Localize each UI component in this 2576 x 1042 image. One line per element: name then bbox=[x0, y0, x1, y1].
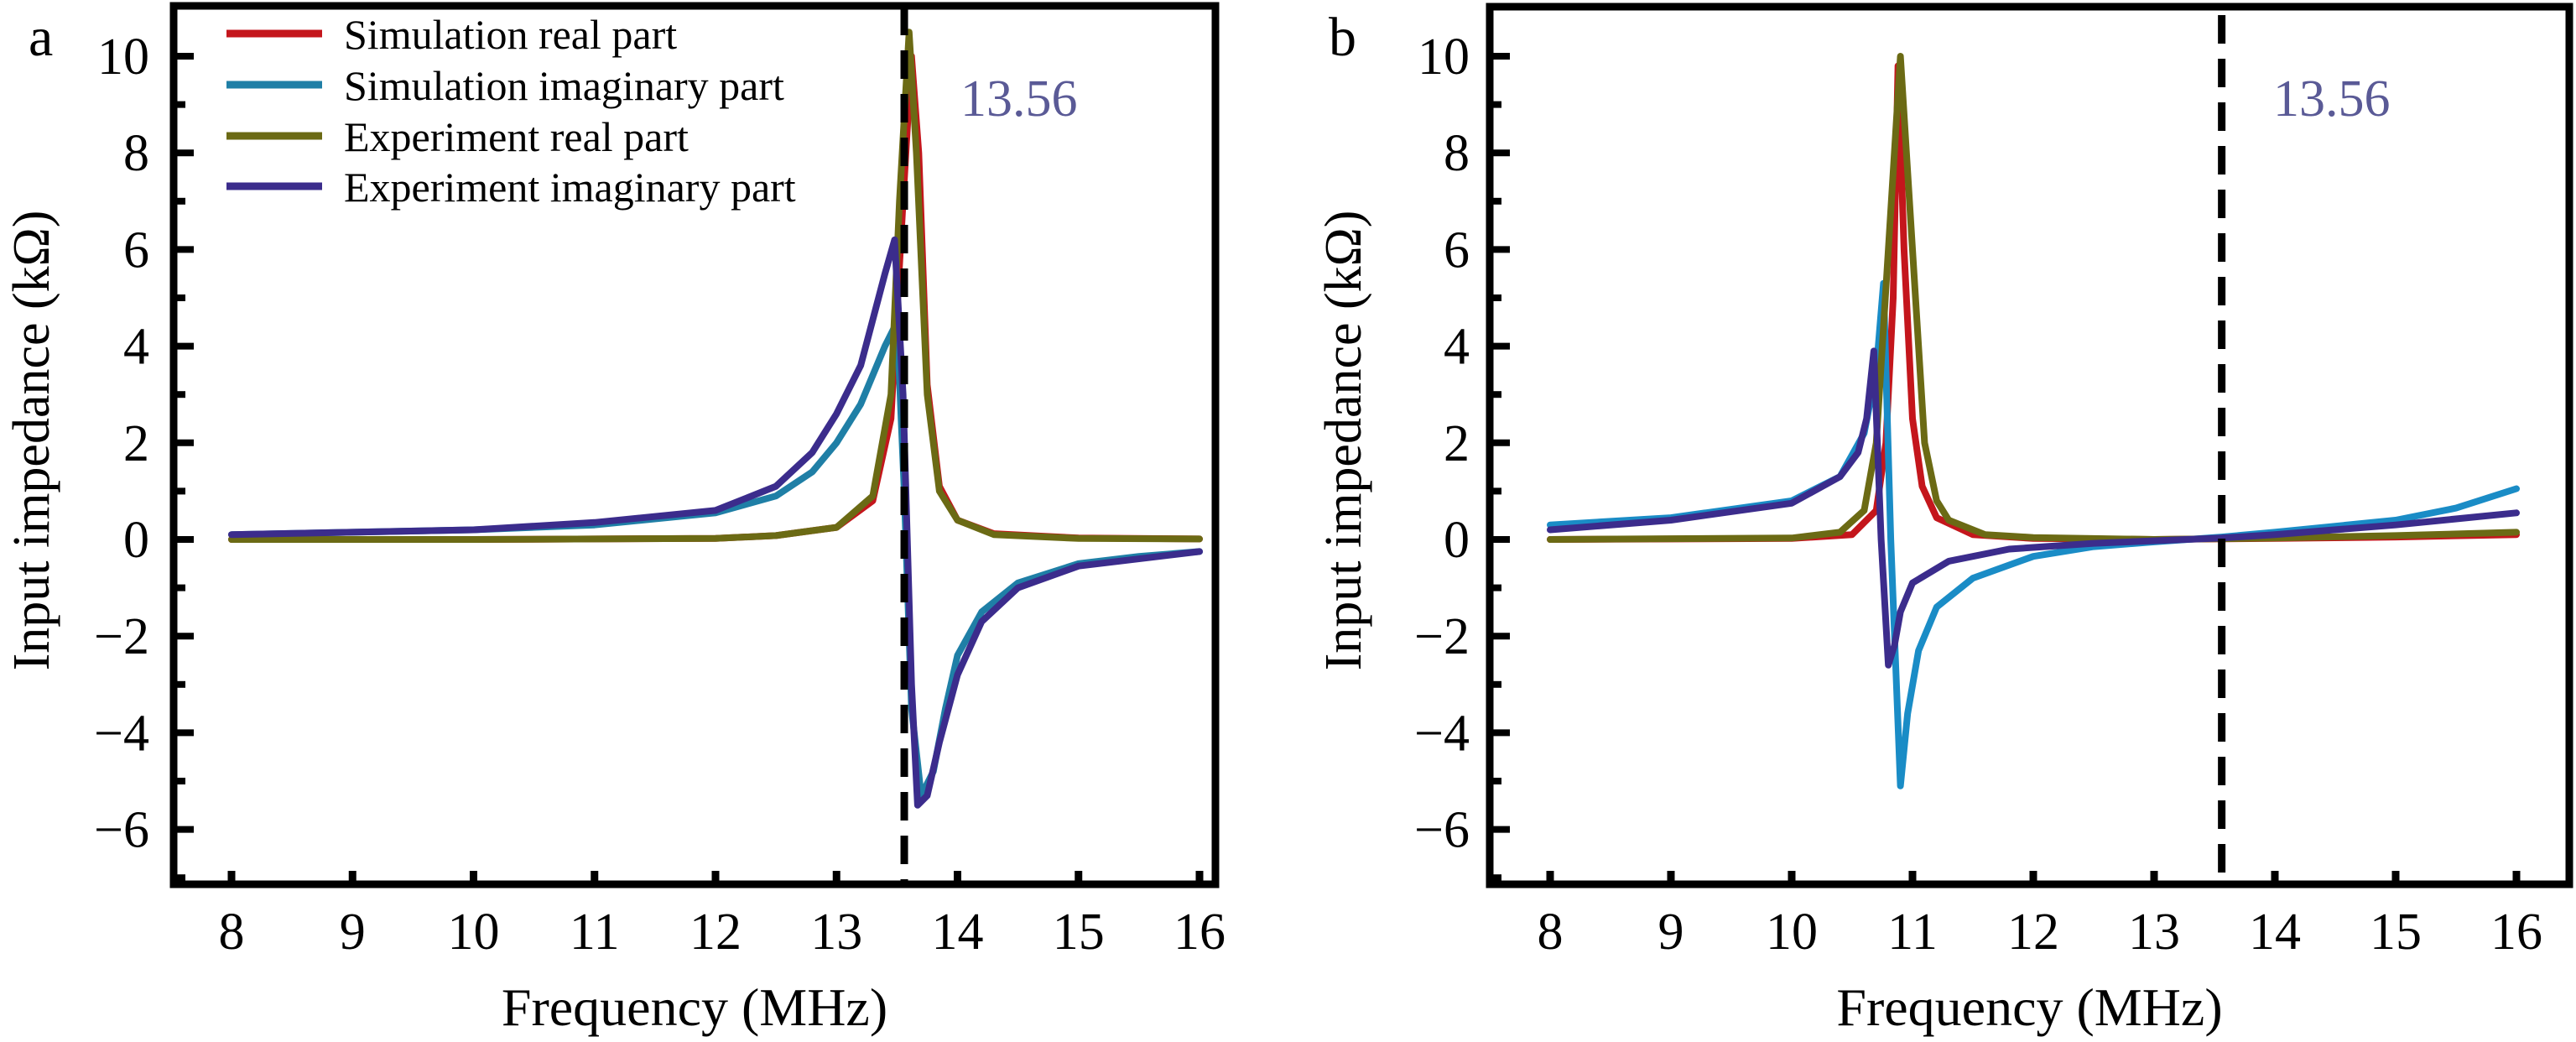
y-tick-label: 6 bbox=[1444, 221, 1470, 279]
y-tick-label: 4 bbox=[1444, 319, 1470, 376]
series-line-experiment-real-part bbox=[1547, 53, 2520, 543]
series-line-experiment-imaginary-part bbox=[228, 236, 1203, 809]
reference-line-label: 13.56 bbox=[960, 70, 1078, 128]
reference-line-label: 13.56 bbox=[2273, 70, 2391, 128]
y-tick-label: 8 bbox=[1444, 125, 1470, 182]
y-tick-label: −6 bbox=[1414, 802, 1470, 859]
y-tick-label: 2 bbox=[1444, 415, 1470, 472]
x-tick-label: 13 bbox=[2128, 904, 2180, 961]
y-tick-label: 10 bbox=[1418, 29, 1470, 86]
x-tick-label: 14 bbox=[2249, 904, 2301, 961]
y-tick-label: 0 bbox=[1444, 512, 1470, 569]
x-tick-label: 13 bbox=[810, 904, 862, 961]
legend-label: Experiment real part bbox=[344, 113, 689, 160]
plot-frame bbox=[1486, 3, 2573, 888]
x-tick-label: 8 bbox=[219, 904, 245, 961]
x-tick-label: 12 bbox=[690, 904, 742, 961]
x-axis-title: Frequency (MHz) bbox=[1836, 977, 2222, 1037]
x-tick-label: 16 bbox=[1174, 904, 1226, 961]
y-tick-label: −4 bbox=[1414, 705, 1470, 762]
x-axis-title: Frequency (MHz) bbox=[502, 977, 887, 1037]
y-tick-label: 8 bbox=[123, 125, 149, 182]
x-tick-label: 15 bbox=[1053, 904, 1105, 961]
x-tick-label: 9 bbox=[1658, 904, 1684, 961]
x-tick-label: 14 bbox=[932, 904, 984, 961]
y-tick-label: 4 bbox=[123, 319, 149, 376]
legend-label: Simulation real part bbox=[344, 11, 677, 58]
x-tick-label: 16 bbox=[2490, 904, 2542, 961]
y-tick-label: −2 bbox=[94, 608, 149, 665]
series-line-experiment-imaginary-part bbox=[1547, 347, 2520, 669]
panel-label: a bbox=[29, 7, 53, 68]
x-tick-label: 11 bbox=[570, 904, 620, 961]
y-tick-label: 0 bbox=[123, 512, 149, 569]
series-line-simulation-imaginary-part bbox=[228, 318, 1203, 800]
x-tick-label: 12 bbox=[2007, 904, 2059, 961]
legend-label: Simulation imaginary part bbox=[344, 62, 784, 109]
x-tick-label: 9 bbox=[340, 904, 366, 961]
x-tick-label: 15 bbox=[2370, 904, 2422, 961]
panel-label: b bbox=[1329, 7, 1356, 68]
y-tick-label: 6 bbox=[123, 221, 149, 279]
x-tick-label: 10 bbox=[1766, 904, 1818, 961]
y-tick-label: −4 bbox=[94, 705, 149, 762]
x-tick-label: 11 bbox=[1887, 904, 1938, 961]
x-tick-label: 8 bbox=[1538, 904, 1564, 961]
panel-b: 13.56 10 8 6 4 2 0 −2 −4 −6 8 9 10 11 12 13 14 15 16 Freque… bbox=[1315, 3, 2573, 1037]
series-line-simulation-real-part bbox=[1547, 62, 2520, 543]
y-axis-title: Input impedance (kΩ) bbox=[3, 211, 60, 671]
y-tick-label: 10 bbox=[97, 29, 149, 86]
plot-frame bbox=[169, 2, 1220, 888]
x-tick-label: 10 bbox=[448, 904, 500, 961]
legend-label: Experiment imaginary part bbox=[344, 164, 796, 211]
y-tick-label: −6 bbox=[94, 802, 149, 859]
y-tick-label: 2 bbox=[123, 415, 149, 472]
panel-a: 13.56 10 8 6 4 2 0 −2 −4 −6 8 9 10 11 12 13 14 15 16 Freque… bbox=[3, 2, 1226, 1037]
y-tick-label: −2 bbox=[1414, 608, 1470, 665]
y-axis-title: Input impedance (kΩ) bbox=[1315, 211, 1372, 671]
